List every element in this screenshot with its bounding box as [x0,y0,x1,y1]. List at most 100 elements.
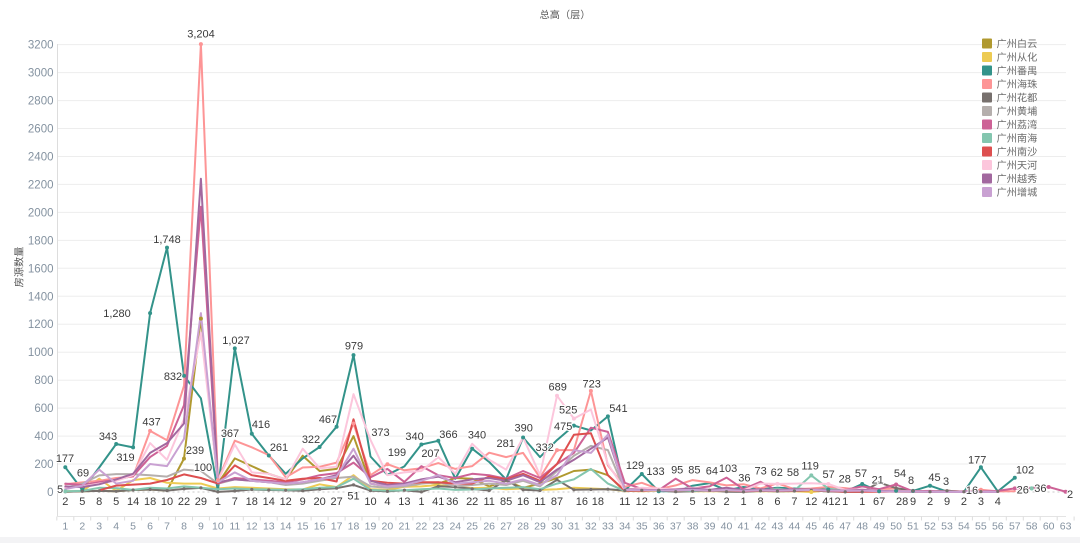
svg-text:133: 133 [646,466,664,478]
svg-text:12: 12 [636,496,648,508]
svg-text:467: 467 [319,414,337,426]
svg-text:11: 11 [534,496,545,508]
svg-text:199: 199 [388,447,406,459]
svg-text:54: 54 [958,520,970,532]
svg-text:1: 1 [740,496,746,508]
svg-text:85: 85 [688,464,700,476]
svg-text:22: 22 [178,496,190,508]
svg-text:16: 16 [576,496,588,508]
svg-text:38: 38 [687,520,699,532]
svg-text:28: 28 [896,496,908,508]
svg-text:27: 27 [330,496,342,508]
svg-text:2: 2 [1067,489,1073,501]
svg-text:1: 1 [62,520,68,532]
svg-text:43: 43 [772,520,784,532]
svg-text:400: 400 [34,431,53,443]
svg-text:67: 67 [873,496,885,508]
svg-text:48: 48 [856,520,868,532]
svg-text:366: 366 [439,429,457,441]
svg-text:343: 343 [99,431,117,443]
svg-text:2400: 2400 [28,152,54,164]
svg-text:5: 5 [690,496,696,508]
svg-text:3200: 3200 [28,40,54,52]
svg-text:15: 15 [297,520,309,532]
svg-text:1600: 1600 [28,263,54,275]
svg-text:28: 28 [839,474,851,486]
svg-text:16: 16 [966,485,978,497]
svg-text:18: 18 [144,496,156,508]
svg-text:58: 58 [1026,520,1038,532]
svg-text:239: 239 [186,445,204,457]
svg-text:11: 11 [229,520,240,532]
svg-text:102: 102 [1016,464,1034,476]
svg-text:25: 25 [466,520,478,532]
svg-text:2: 2 [723,496,729,508]
svg-text:0: 0 [47,487,53,499]
svg-text:36: 36 [653,520,665,532]
svg-text:21: 21 [399,520,411,532]
svg-text:69: 69 [77,467,89,479]
svg-text:13: 13 [263,520,275,532]
svg-text:20: 20 [382,520,394,532]
svg-text:5: 5 [79,496,85,508]
svg-text:47: 47 [839,520,851,532]
svg-text:322: 322 [302,434,320,446]
svg-text:390: 390 [515,423,533,435]
svg-text:87: 87 [551,496,563,508]
svg-text:12: 12 [805,496,817,508]
svg-text:5: 5 [57,484,63,496]
svg-text:6: 6 [147,520,153,532]
svg-text:60: 60 [1043,520,1055,532]
svg-text:14: 14 [263,496,275,508]
svg-text:10: 10 [364,496,376,508]
svg-text:9: 9 [944,496,950,508]
svg-text:10: 10 [212,520,224,532]
svg-text:5: 5 [130,520,136,532]
svg-text:9: 9 [198,520,204,532]
svg-text:1000: 1000 [28,347,54,359]
svg-text:35: 35 [636,520,648,532]
svg-text:541: 541 [609,403,627,415]
svg-text:26: 26 [1017,484,1029,496]
svg-text:95: 95 [671,464,683,476]
svg-text:57: 57 [1009,520,1021,532]
svg-text:437: 437 [142,416,160,428]
svg-text:1400: 1400 [28,291,54,303]
svg-text:41: 41 [738,520,750,532]
svg-text:45: 45 [805,520,817,532]
svg-text:832: 832 [164,371,182,383]
svg-text:2: 2 [961,496,967,508]
svg-text:53: 53 [941,520,953,532]
svg-text:177: 177 [56,453,74,465]
svg-text:26: 26 [483,520,495,532]
svg-text:475: 475 [554,421,572,433]
svg-text:4: 4 [113,520,119,532]
svg-text:37: 37 [670,520,682,532]
svg-text:7: 7 [791,496,797,508]
svg-text:57: 57 [855,468,867,480]
svg-text:689: 689 [549,382,567,394]
svg-text:18: 18 [592,496,604,508]
svg-text:64: 64 [706,465,718,477]
svg-text:12: 12 [246,520,258,532]
svg-text:8: 8 [908,475,914,487]
svg-text:103: 103 [719,463,737,475]
svg-text:11: 11 [619,496,630,508]
svg-text:1: 1 [215,496,221,508]
svg-text:1800: 1800 [28,235,54,247]
svg-text:1,280: 1,280 [103,308,131,320]
svg-text:36: 36 [738,473,750,485]
svg-text:261: 261 [270,442,288,454]
svg-text:8: 8 [181,520,187,532]
svg-text:4: 4 [995,496,1001,508]
svg-text:119: 119 [801,461,819,473]
svg-text:281: 281 [497,438,515,450]
svg-text:2000: 2000 [28,207,54,219]
svg-text:46: 46 [822,520,834,532]
svg-text:27: 27 [500,520,512,532]
svg-text:416: 416 [252,419,270,431]
svg-text:8: 8 [757,496,763,508]
svg-text:723: 723 [583,378,601,390]
svg-text:40: 40 [721,520,733,532]
svg-text:1,748: 1,748 [153,234,181,246]
